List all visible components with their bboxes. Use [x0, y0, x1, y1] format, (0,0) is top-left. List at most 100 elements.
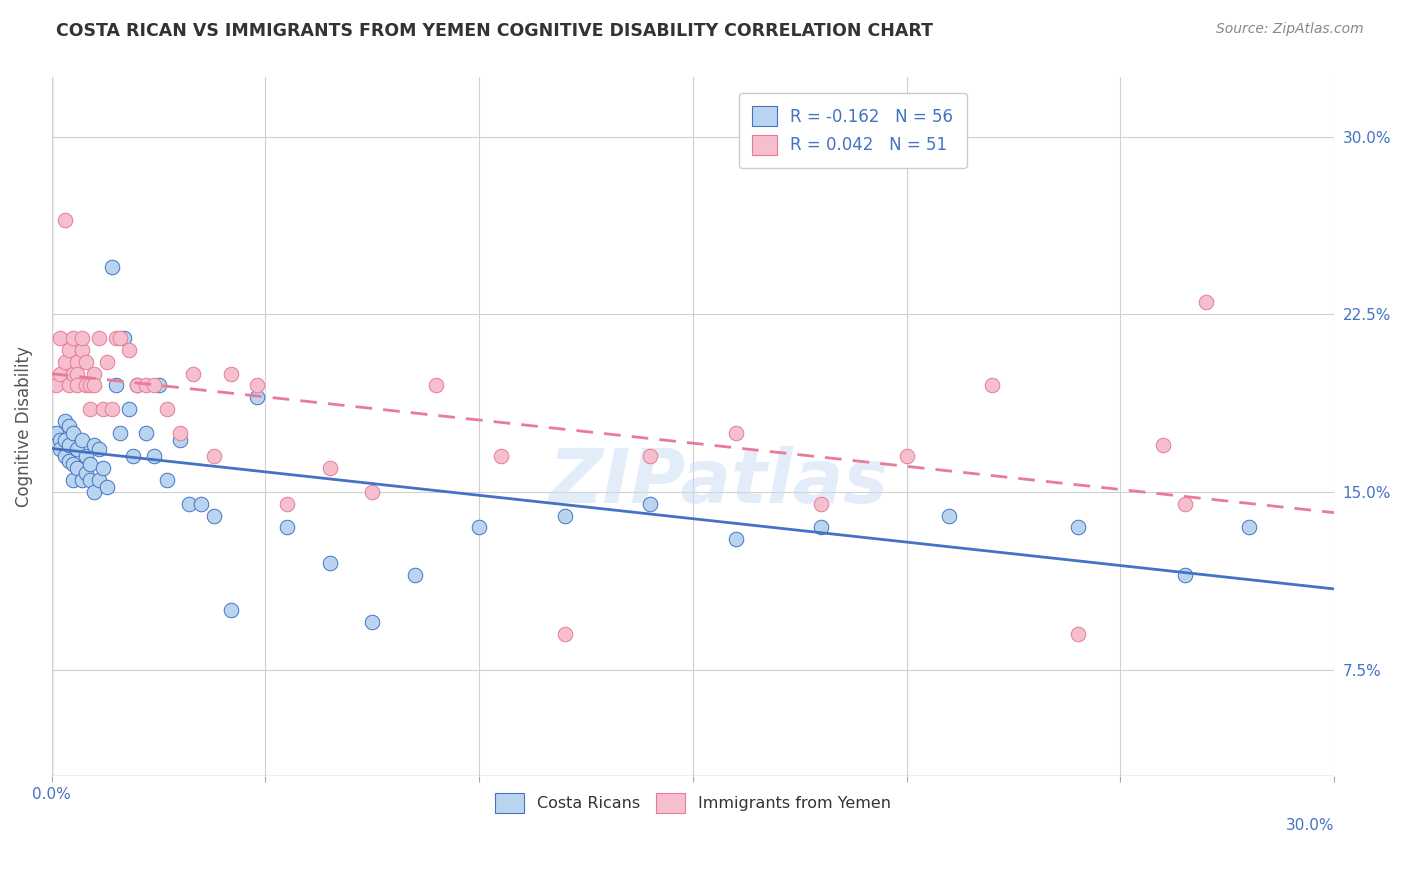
Point — [58, 418, 80, 433]
Point — [276, 520, 298, 534]
Point — [108, 425, 131, 440]
Point — [91, 402, 114, 417]
Point — [276, 497, 298, 511]
Point — [75, 378, 97, 392]
Point — [1173, 567, 1195, 582]
Point — [202, 508, 225, 523]
Point — [79, 402, 101, 417]
Point — [49, 367, 72, 381]
Point — [79, 473, 101, 487]
Point — [62, 473, 84, 487]
Point — [1066, 627, 1088, 641]
Point — [87, 331, 110, 345]
Point — [100, 260, 122, 274]
Point — [70, 331, 93, 345]
Point — [202, 450, 225, 464]
Point — [190, 497, 212, 511]
Point — [246, 378, 269, 392]
Point — [1066, 520, 1088, 534]
Y-axis label: Cognitive Disability: Cognitive Disability — [15, 346, 32, 508]
Point — [45, 378, 67, 392]
Point — [135, 378, 157, 392]
Point — [981, 378, 1004, 392]
Point — [75, 450, 97, 464]
Point — [53, 212, 76, 227]
Point — [156, 402, 179, 417]
Point — [58, 343, 80, 357]
Point — [104, 378, 127, 392]
Point — [112, 331, 135, 345]
Text: Source: ZipAtlas.com: Source: ZipAtlas.com — [1216, 22, 1364, 37]
Point — [938, 508, 960, 523]
Point — [1152, 437, 1174, 451]
Point — [181, 367, 204, 381]
Point — [554, 508, 576, 523]
Text: COSTA RICAN VS IMMIGRANTS FROM YEMEN COGNITIVE DISABILITY CORRELATION CHART: COSTA RICAN VS IMMIGRANTS FROM YEMEN COG… — [56, 22, 934, 40]
Point — [148, 378, 170, 392]
Point — [58, 378, 80, 392]
Point — [75, 466, 97, 480]
Point — [53, 433, 76, 447]
Point — [638, 497, 661, 511]
Point — [53, 354, 76, 368]
Point — [468, 520, 491, 534]
Point — [143, 450, 166, 464]
Point — [62, 367, 84, 381]
Point — [70, 433, 93, 447]
Point — [1195, 295, 1218, 310]
Point — [96, 480, 118, 494]
Point — [66, 461, 89, 475]
Point — [49, 331, 72, 345]
Point — [118, 343, 141, 357]
Point — [221, 367, 243, 381]
Point — [246, 390, 269, 404]
Point — [79, 457, 101, 471]
Point — [79, 378, 101, 392]
Point — [75, 354, 97, 368]
Point — [62, 331, 84, 345]
Text: ZIPatlas: ZIPatlas — [548, 446, 889, 519]
Point — [66, 367, 89, 381]
Point — [118, 402, 141, 417]
Point — [53, 450, 76, 464]
Point — [62, 425, 84, 440]
Point — [66, 354, 89, 368]
Point — [143, 378, 166, 392]
Text: 30.0%: 30.0% — [1285, 818, 1334, 833]
Point — [83, 485, 105, 500]
Point — [70, 343, 93, 357]
Point — [554, 627, 576, 641]
Legend: Costa Ricans, Immigrants from Yemen: Costa Ricans, Immigrants from Yemen — [488, 785, 898, 821]
Point — [70, 473, 93, 487]
Point — [135, 425, 157, 440]
Point — [404, 567, 426, 582]
Point — [66, 442, 89, 457]
Point — [1237, 520, 1260, 534]
Point — [425, 378, 447, 392]
Point — [87, 473, 110, 487]
Point — [221, 603, 243, 617]
Point — [177, 497, 200, 511]
Point — [45, 425, 67, 440]
Point — [96, 354, 118, 368]
Point — [638, 450, 661, 464]
Point — [58, 454, 80, 468]
Point — [361, 615, 384, 630]
Point — [53, 414, 76, 428]
Point — [58, 437, 80, 451]
Point — [66, 378, 89, 392]
Point — [83, 437, 105, 451]
Point — [127, 378, 149, 392]
Point — [122, 450, 145, 464]
Point — [724, 533, 747, 547]
Point — [318, 461, 340, 475]
Point — [83, 378, 105, 392]
Point — [156, 473, 179, 487]
Point — [100, 402, 122, 417]
Point — [49, 433, 72, 447]
Point — [318, 556, 340, 570]
Point — [169, 433, 191, 447]
Point — [104, 331, 127, 345]
Point — [83, 367, 105, 381]
Point — [724, 425, 747, 440]
